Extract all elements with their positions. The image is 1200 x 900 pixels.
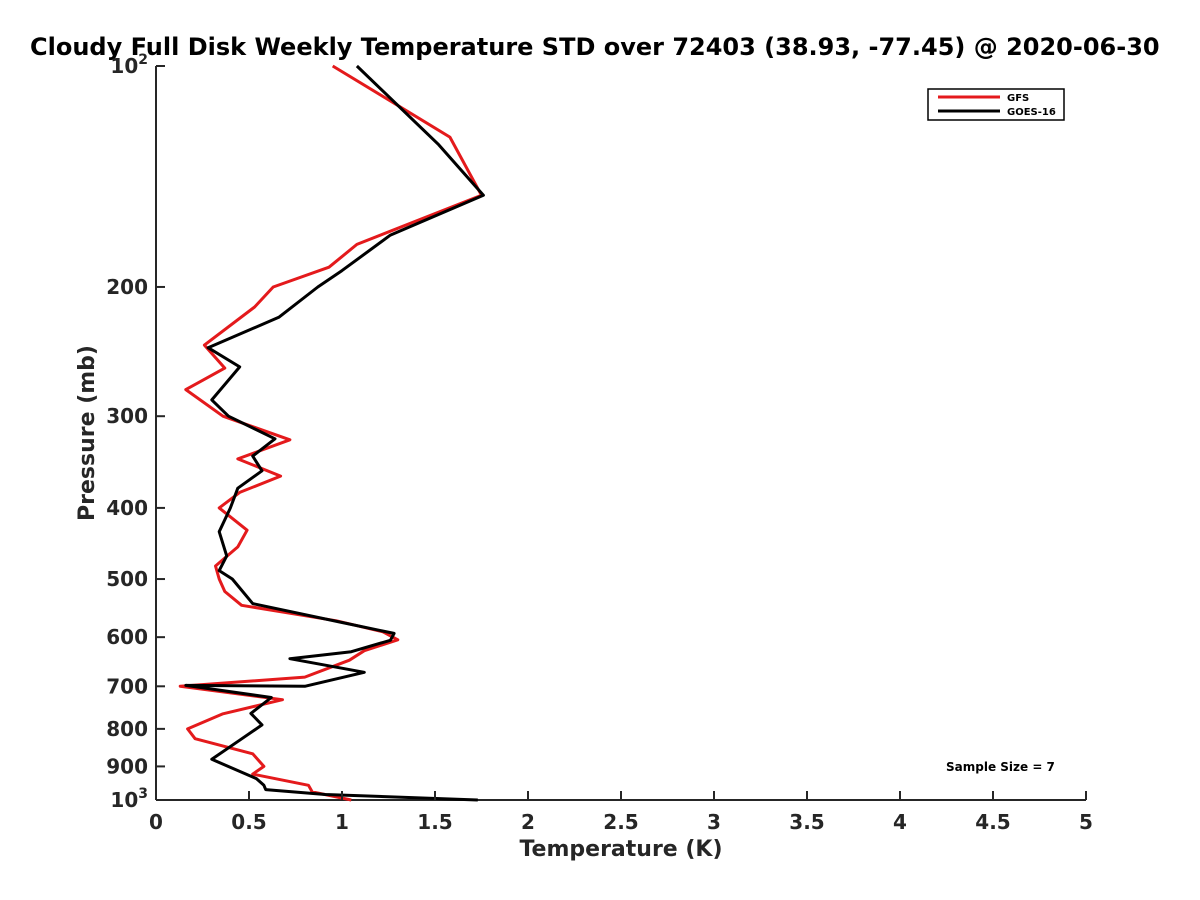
x-ticks: 0 0.5 1 1.5 2 2.5 3 3.5 4 4.5 5 — [149, 791, 1093, 834]
y-tick-label: 400 — [106, 496, 148, 520]
y-ticks: 102 200 300 400 500 600 700 800 900 103 — [106, 52, 165, 812]
y-tick-label: 102 — [110, 52, 148, 78]
y-tick-label: 700 — [106, 674, 148, 698]
legend-label: GFS — [1007, 93, 1029, 104]
x-tick-label: 2.5 — [603, 810, 638, 834]
y-tick-label: 103 — [110, 786, 148, 812]
x-tick-label: 4.5 — [975, 810, 1010, 834]
x-tick-label: 0.5 — [231, 810, 266, 834]
y-tick-label: 500 — [106, 567, 148, 591]
legend-label: GOES-16 — [1007, 107, 1056, 118]
chart-title: Cloudy Full Disk Weekly Temperature STD … — [30, 33, 1160, 61]
series-layer — [178, 64, 485, 802]
legend: GFS GOES-16 — [927, 88, 1065, 121]
x-axis-label: Temperature (K) — [519, 837, 722, 862]
x-tick-label: 4 — [893, 810, 907, 834]
x-tick-label: 3.5 — [789, 810, 824, 834]
x-tick-label: 1.5 — [417, 810, 452, 834]
x-tick-label: 1 — [335, 810, 349, 834]
y-tick-label: 200 — [106, 275, 148, 299]
x-tick-label: 2 — [521, 810, 535, 834]
y-tick-label: 900 — [106, 754, 148, 778]
y-tick-label: 600 — [106, 625, 148, 649]
plot-area: 0 0.5 1 1.5 2 2.5 3 3.5 4 4.5 5 102 200 300 400 500 600… — [106, 52, 1093, 834]
y-tick-label: 300 — [106, 404, 148, 428]
series-line-0 — [178, 64, 483, 802]
x-tick-label: 5 — [1079, 810, 1093, 834]
x-tick-label: 3 — [707, 810, 721, 834]
y-axis-label: Pressure (mb) — [75, 345, 100, 521]
sample-size-annotation: Sample Size = 7 — [946, 760, 1055, 774]
series-line-1 — [184, 64, 485, 802]
y-tick-label: 800 — [106, 717, 148, 741]
legend-box — [927, 88, 1065, 121]
x-tick-label: 0 — [149, 810, 163, 834]
